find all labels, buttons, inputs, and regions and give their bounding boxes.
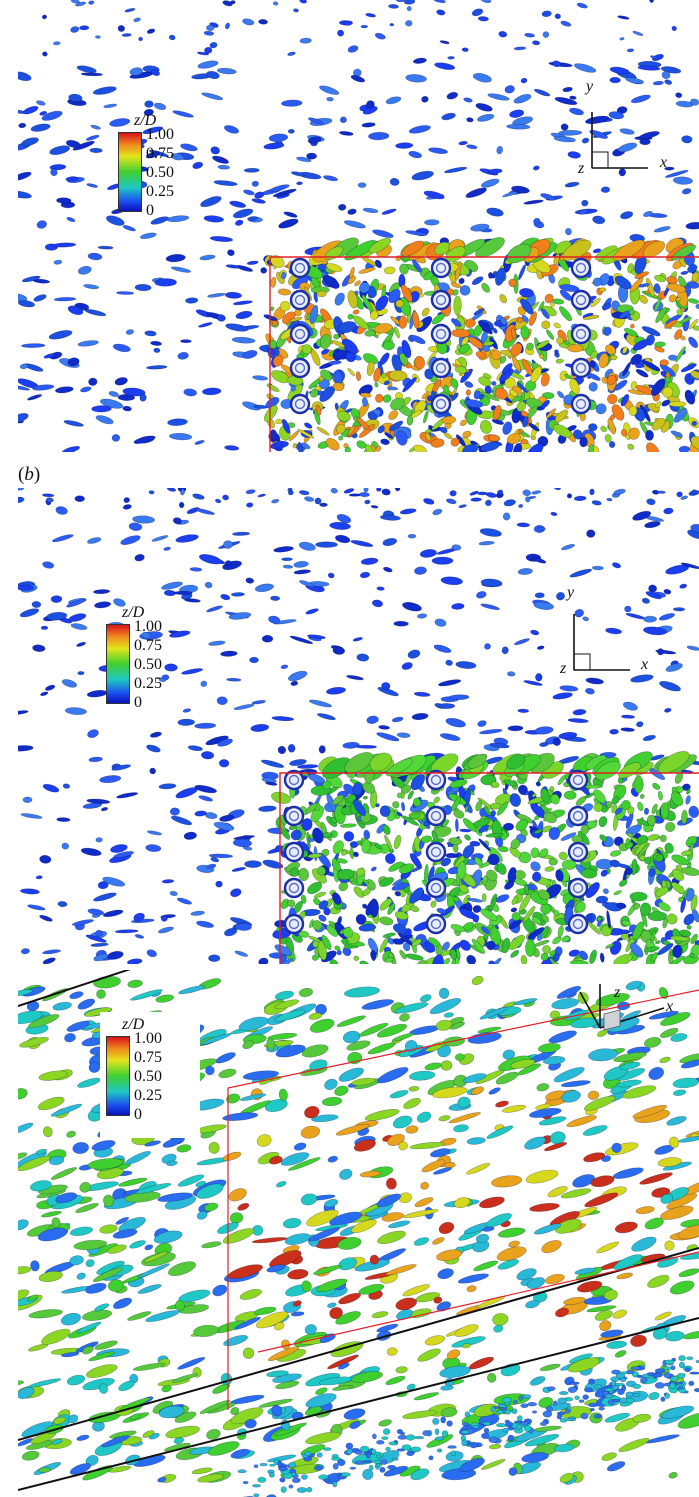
legend-tick: 0 [134,1106,142,1123]
panel-b-vortex-image: z/D 1.00 0.75 0.50 0.25 0 y z x [18,488,699,964]
legend-tick: 0.75 [134,637,162,654]
axis-label-z: z [578,160,585,177]
legend-tick: 0.75 [134,1049,162,1066]
legend-tick: 0.50 [134,656,162,673]
panel-c-vortex-image: z/D 1.00 0.75 0.50 0.25 0 z x [18,970,699,1497]
legend-tick: 0 [134,694,142,711]
panel-label-b: (b) [18,464,41,485]
legend-tick: 0.25 [134,675,162,692]
legend-tick: 0.50 [146,164,174,181]
legend-title: z/D [122,604,145,621]
panel-b-isosurface-render [18,488,699,964]
panel-c-isosurface-render [18,970,699,1497]
legend-tick: 0.25 [134,1087,162,1104]
legend-tick: 1.00 [134,618,162,635]
axis-label-z: z [560,660,567,677]
legend-tick: 0.50 [134,1068,162,1085]
legend-tick: 1.00 [146,126,174,143]
panel-a-vortex-image: z/D 1.00 0.75 0.50 0.25 0 y z x [18,0,699,452]
axis-label-z: z [614,984,621,1001]
axis-label-y: y [586,78,594,95]
legend-colorbar [106,1036,130,1116]
axis-label-y: y [567,584,575,601]
axis-label-x: x [666,998,674,1015]
legend-colorbar [106,624,130,704]
panel-a-isosurface-render [18,0,699,452]
legend-title: z/D [122,1016,145,1033]
legend-tick: 1.00 [134,1030,162,1047]
legend-tick: 0 [146,202,154,219]
legend-tick: 0.25 [146,183,174,200]
axis-label-x: x [660,154,668,171]
legend-tick: 0.75 [146,145,174,162]
legend-colorbar [118,132,142,212]
legend-title: z/D [134,112,157,129]
axis-label-x: x [641,656,649,673]
color-legend-c: z/D 1.00 0.75 0.50 0.25 0 [100,1012,200,1138]
